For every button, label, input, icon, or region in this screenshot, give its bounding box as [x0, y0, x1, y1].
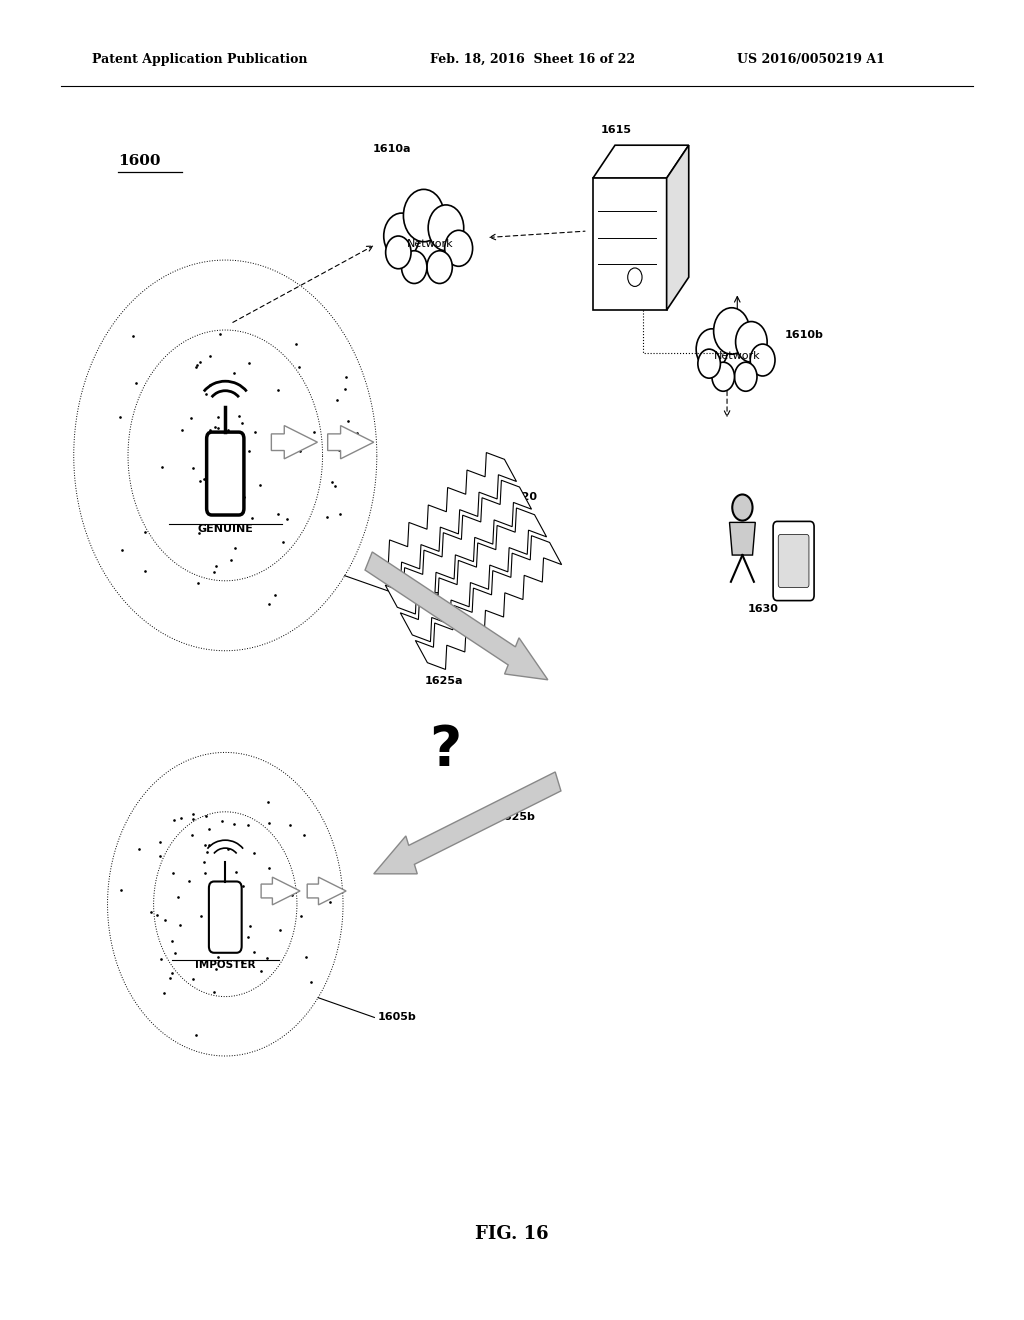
- Text: FIG. 16: FIG. 16: [475, 1225, 549, 1243]
- Text: US 2016/0050219 A1: US 2016/0050219 A1: [737, 53, 885, 66]
- Circle shape: [386, 236, 411, 269]
- Polygon shape: [374, 772, 561, 874]
- Text: Network: Network: [714, 351, 761, 362]
- FancyBboxPatch shape: [778, 535, 809, 587]
- Polygon shape: [365, 552, 548, 680]
- Text: 1610a: 1610a: [373, 144, 412, 154]
- Text: 1605a: 1605a: [404, 590, 442, 601]
- Polygon shape: [261, 876, 300, 906]
- Circle shape: [696, 329, 728, 370]
- Circle shape: [444, 230, 473, 267]
- Text: 1625b: 1625b: [497, 812, 536, 822]
- Circle shape: [712, 362, 734, 391]
- Circle shape: [732, 495, 753, 520]
- Circle shape: [401, 251, 427, 284]
- Text: GENUINE: GENUINE: [198, 524, 253, 535]
- Text: 1625a: 1625a: [425, 676, 464, 686]
- Circle shape: [751, 345, 775, 376]
- Circle shape: [734, 362, 757, 391]
- Polygon shape: [328, 425, 374, 459]
- Polygon shape: [729, 523, 756, 556]
- Polygon shape: [371, 453, 516, 586]
- Circle shape: [714, 308, 750, 354]
- Polygon shape: [307, 876, 346, 906]
- Circle shape: [403, 189, 444, 242]
- Circle shape: [735, 322, 767, 362]
- Polygon shape: [385, 480, 531, 614]
- Text: 1600: 1600: [118, 154, 161, 168]
- Circle shape: [628, 268, 642, 286]
- FancyBboxPatch shape: [209, 882, 242, 953]
- Polygon shape: [416, 536, 561, 669]
- Polygon shape: [271, 425, 317, 459]
- Circle shape: [697, 348, 721, 378]
- Text: 1605b: 1605b: [378, 1012, 416, 1023]
- Text: IMPOSTER: IMPOSTER: [195, 960, 256, 970]
- Text: ?: ?: [429, 723, 462, 776]
- Text: 1620: 1620: [507, 491, 538, 502]
- Text: 1615: 1615: [600, 124, 631, 135]
- FancyBboxPatch shape: [207, 432, 244, 515]
- FancyBboxPatch shape: [773, 521, 814, 601]
- Text: Network: Network: [407, 239, 454, 249]
- Text: Patent Application Publication: Patent Application Publication: [92, 53, 307, 66]
- Circle shape: [427, 251, 453, 284]
- Text: 1610b: 1610b: [785, 330, 824, 339]
- Polygon shape: [400, 508, 547, 642]
- Circle shape: [428, 205, 464, 251]
- Polygon shape: [667, 145, 689, 310]
- Polygon shape: [593, 145, 689, 178]
- Text: 1630: 1630: [748, 605, 778, 614]
- Polygon shape: [593, 178, 667, 310]
- Text: Feb. 18, 2016  Sheet 16 of 22: Feb. 18, 2016 Sheet 16 of 22: [430, 53, 635, 66]
- Circle shape: [384, 213, 419, 259]
